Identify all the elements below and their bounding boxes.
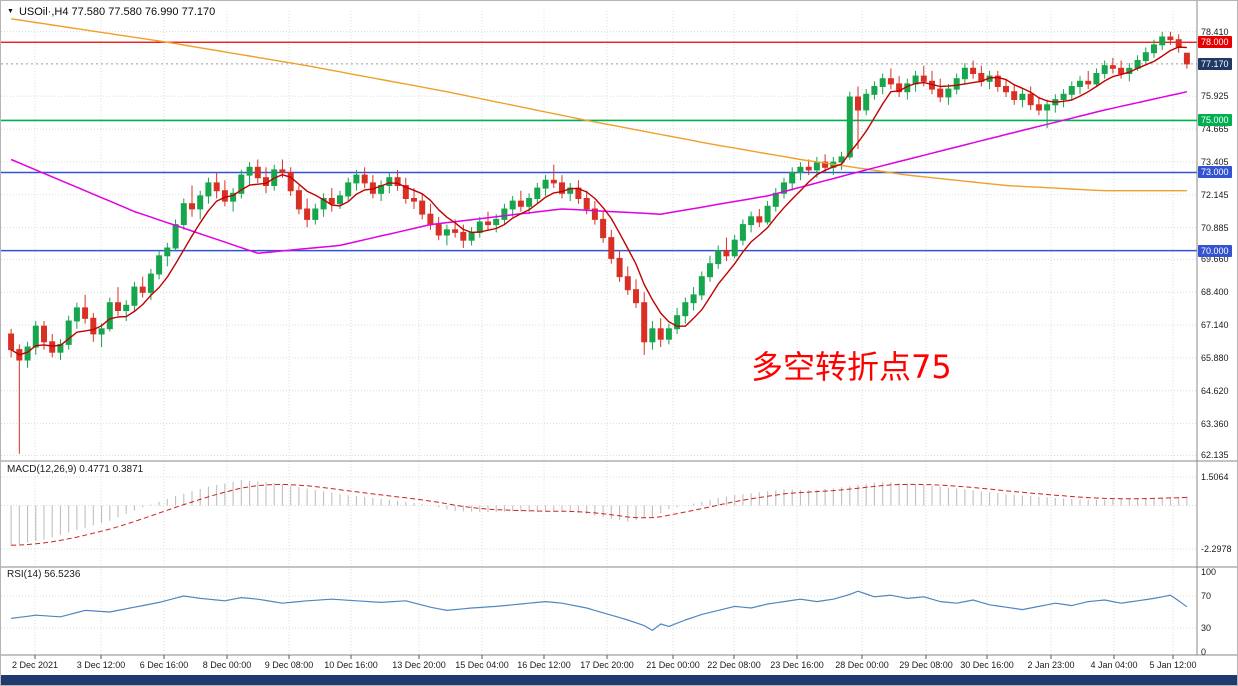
time-label: 28 Dec 00:00 [835,660,889,670]
price-label: 65.880 [1201,352,1229,363]
time-label: 23 Dec 16:00 [770,660,824,670]
time-label: 16 Dec 12:00 [517,660,571,670]
price-label: 70.885 [1201,222,1229,233]
time-label: 13 Dec 20:00 [392,660,446,670]
price-badge: 77.170 [1198,57,1232,70]
price-label: 78.410 [1201,26,1229,37]
gridlines [1,11,1197,655]
time-axis[interactable]: 2 Dec 2021 3 Dec 12:00 6 Dec 16:00 8 Dec 00… [1,656,1237,675]
time-label: 10 Dec 16:00 [324,660,378,670]
macd-axis-label: -2.2978 [1201,544,1232,554]
time-label: 22 Dec 08:00 [707,660,761,670]
time-label: 15 Dec 04:00 [455,660,509,670]
price-axis[interactable]: 78.410 75.925 74.665 73.405 72.145 70.885 69.6… [1197,1,1237,657]
time-label: 21 Dec 00:00 [646,660,700,670]
rsi-axis-label: 30 [1201,623,1212,633]
chart-annotation-text: 多空转折点75 [751,348,952,386]
rsi-axis-label: 100 [1201,567,1217,577]
ma-magenta-line [10,90,1188,254]
time-label: 5 Jan 12:00 [1149,660,1197,670]
ma-orange-line [10,18,1187,192]
chart-title: ▼ USOil·,H4 77.580 77.580 76.990 77.170 [7,6,215,18]
price-badge: 75.000 [1198,114,1232,127]
price-badge: 78.000 [1198,36,1232,49]
time-label: 4 Jan 04:00 [1090,660,1138,670]
time-label: 8 Dec 00:00 [202,660,252,670]
price-badge: 73.000 [1198,166,1232,179]
macd-indicator-label: MACD(12,26,9) 0.4771 0.3871 [7,464,144,475]
rsi-axis-label: 0 [1201,647,1207,657]
price-label: 67.140 [1201,320,1229,331]
price-label: 63.360 [1201,418,1229,429]
price-label: 69.660 [1201,254,1229,265]
bottom-status-bar [1,675,1237,685]
time-label: 17 Dec 20:00 [580,660,634,670]
rsi-line [11,590,1188,632]
rsi-indicator-label: RSI(14) 56.5236 [7,569,81,580]
rsi-axis-label: 70 [1201,591,1212,601]
price-label: 72.145 [1201,189,1229,200]
price-label: 68.400 [1201,287,1229,298]
macd-histogram [10,480,1188,546]
time-label: 9 Dec 08:00 [264,660,314,670]
price-label: 64.620 [1201,385,1229,396]
time-label: 30 Dec 16:00 [960,660,1014,670]
price-label: 74.665 [1201,124,1229,135]
collapse-triangle-icon: ▼ [7,8,14,15]
price-label: 75.925 [1201,91,1229,102]
price-label: 62.135 [1201,450,1229,461]
candles-group [8,31,1190,454]
price-label: 73.405 [1201,156,1229,167]
symbol-ohlc-label: USOil·,H4 77.580 77.580 76.990 77.170 [18,6,216,18]
time-label: 6 Dec 16:00 [139,660,189,670]
macd-axis-label: 1.5064 [1201,472,1229,482]
time-label: 2 Jan 23:00 [1027,660,1075,670]
macd-signal-line [11,483,1187,546]
time-label: 29 Dec 08:00 [899,660,953,670]
ma-red-line [10,46,1187,356]
price-badge: 70.000 [1198,244,1232,257]
time-label: 2 Dec 2021 [11,660,59,670]
time-label: 3 Dec 12:00 [76,660,126,670]
